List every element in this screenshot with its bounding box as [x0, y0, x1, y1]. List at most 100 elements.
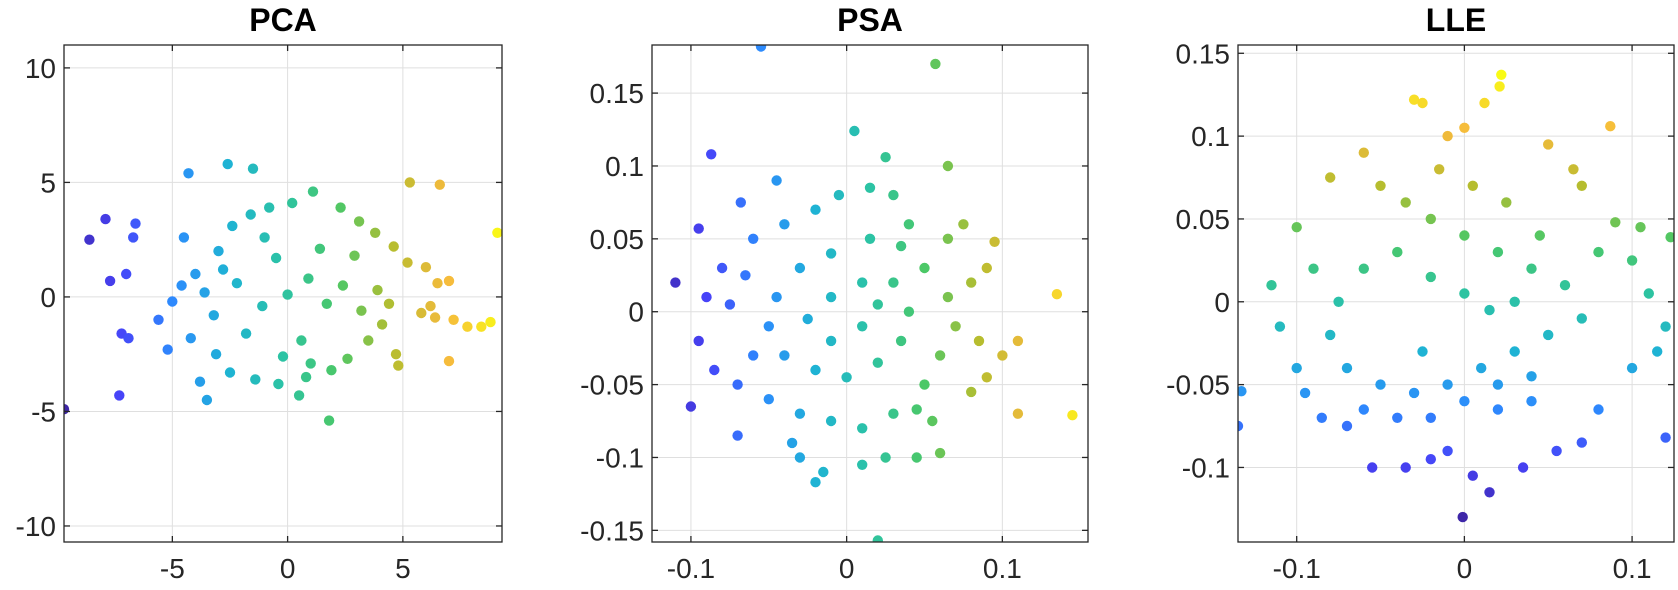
scatter-point [1652, 346, 1663, 357]
scatter-point [1459, 396, 1470, 407]
scatter-point [849, 125, 860, 137]
scatter-point [872, 357, 883, 368]
axes-frame [651, 44, 1089, 543]
scatter-point [1576, 180, 1588, 191]
scatter-point [771, 291, 782, 303]
scatter-point [1593, 404, 1604, 415]
scatter-point [273, 378, 284, 390]
scatter-point [227, 220, 238, 232]
scatter-point [1467, 470, 1479, 481]
scatter-point [1610, 217, 1621, 228]
y-tick-label: 0.05 [1176, 204, 1231, 235]
scatter-point [864, 233, 876, 244]
scatter-point [1333, 296, 1344, 307]
scatter-point [199, 287, 210, 298]
scatter-point [1484, 487, 1495, 498]
scatter-point [176, 280, 187, 291]
scatter-point [1517, 462, 1529, 473]
y-tick-label: -0.15 [580, 515, 644, 546]
scatter-point [178, 232, 190, 243]
scatter-point [794, 452, 806, 463]
scatter-point [356, 305, 367, 316]
scatter-point [1559, 280, 1571, 291]
scatter-point [927, 415, 938, 427]
scatter-point [919, 262, 930, 274]
scatter-point [321, 298, 332, 309]
scatter-point [1534, 230, 1546, 241]
scatter-point [1238, 386, 1247, 397]
scatter-point [1291, 362, 1302, 374]
scatter-point [1605, 121, 1616, 132]
scatter-point [300, 371, 312, 383]
scatter-point [1358, 263, 1370, 274]
y-tick-label: 0.1 [1191, 121, 1230, 152]
scatter-point [1660, 321, 1671, 332]
scatter-point [825, 335, 837, 347]
scatter-point [222, 158, 233, 170]
scatter-point [1425, 271, 1437, 283]
scatter-point [388, 241, 399, 252]
scatter-points [670, 45, 1078, 542]
scatter-point [1568, 164, 1579, 175]
scatter-point [763, 321, 774, 332]
scatter-point [934, 350, 946, 361]
scatter-point [706, 149, 717, 160]
scatter-point [810, 204, 821, 215]
scatter-point [1012, 335, 1024, 347]
scatter-point [240, 328, 252, 339]
scatter-point [1576, 437, 1588, 448]
scatter-point [1492, 379, 1504, 390]
scatter-point [1459, 288, 1470, 299]
scatter-point [779, 350, 790, 361]
scatter-point [1442, 130, 1453, 142]
scatter-point [1425, 454, 1437, 465]
scatter-point [950, 321, 961, 332]
scatter-point [1543, 329, 1554, 341]
scatter-point [296, 335, 307, 346]
scatter-point [989, 236, 1000, 247]
scatter-point [958, 219, 969, 230]
scatter-point [287, 197, 298, 209]
scatter-point [84, 234, 95, 245]
scatter-point [942, 160, 954, 172]
scatter-point [1476, 362, 1487, 374]
scatter-point [1291, 222, 1302, 233]
scatter-point [123, 333, 134, 344]
scatter-point [1501, 197, 1512, 208]
scatter-point [370, 227, 381, 238]
scatter-point [307, 186, 319, 197]
scatter-point [911, 452, 922, 463]
scatter-point [709, 364, 720, 376]
scatter-point [257, 300, 268, 312]
scatter-point [748, 350, 759, 361]
y-tick-label: 0.1 [605, 151, 644, 182]
scatter-point [1325, 329, 1336, 341]
scatter-point [810, 477, 821, 488]
scatter-point [303, 273, 314, 284]
x-tick-label: -0.1 [1273, 553, 1321, 584]
scatter-point [888, 189, 899, 201]
scatter-point [167, 296, 178, 307]
scatter-point [895, 335, 907, 347]
scatter-point [224, 367, 236, 378]
scatter-point [880, 452, 891, 463]
scatter-point [810, 364, 821, 376]
scatter-point [1484, 304, 1495, 316]
scatter-point [1467, 180, 1479, 191]
scatter-point [1266, 280, 1277, 291]
scatter-point [825, 248, 837, 259]
scatter-point [1665, 232, 1674, 243]
x-tick-label: 0.1 [1613, 553, 1652, 584]
y-tick-label: -10 [16, 511, 56, 542]
scatter-point [208, 310, 219, 321]
scatter-point [383, 298, 395, 309]
scatter-point [1459, 122, 1470, 133]
y-tick-label: 0 [1214, 287, 1230, 318]
scatter-point [443, 355, 455, 367]
scatter-point [701, 291, 712, 303]
scatter-point [732, 430, 743, 441]
scatter-point [245, 209, 256, 220]
scatter-point [432, 278, 443, 289]
scatter-point [425, 300, 436, 312]
scatter-point [342, 353, 353, 364]
